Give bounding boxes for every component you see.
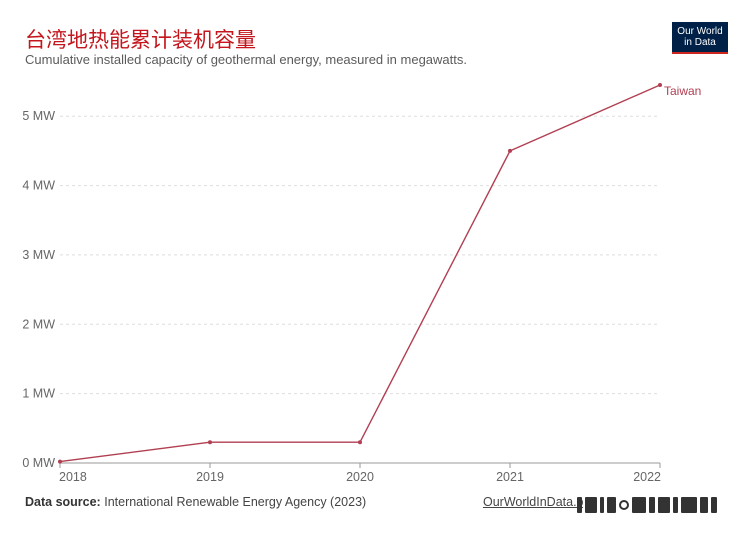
- x-tick-label: 2020: [346, 470, 374, 484]
- data-source-text: International Renewable Energy Agency (2…: [104, 495, 367, 509]
- data-point: [658, 83, 662, 87]
- y-tick-label: 2 MW: [22, 317, 55, 331]
- series-label: Taiwan: [664, 84, 701, 98]
- series-line-taiwan: [59, 84, 661, 463]
- y-tick-label: 4 MW: [22, 179, 55, 193]
- data-point: [508, 148, 512, 153]
- x-tick-label: 2018: [59, 470, 87, 484]
- data-source: Data source: International Renewable Ene…: [25, 495, 366, 509]
- data-point: [208, 440, 212, 445]
- site-link[interactable]: OurWorldInData.org: [483, 495, 583, 509]
- y-tick-label: 1 MW: [22, 387, 55, 401]
- y-tick-label: 3 MW: [22, 248, 55, 262]
- x-tick-label: 2021: [496, 470, 524, 484]
- logo-line-2: in Data: [684, 37, 716, 48]
- y-tick-label: 0 MW: [22, 456, 55, 470]
- x-tick-label: 2022: [633, 470, 661, 484]
- chart-title: 台湾地热能累计装机容量: [25, 28, 256, 52]
- chart-subtitle: Cumulative installed capacity of geother…: [25, 52, 467, 67]
- logo-line-1: Our World: [677, 26, 723, 37]
- data-point: [58, 459, 62, 464]
- x-tick-label: 2019: [196, 470, 224, 484]
- data-source-label: Data source:: [25, 495, 101, 509]
- watermark-icon: [577, 494, 735, 516]
- y-tick-label: 5 MW: [22, 109, 55, 123]
- owid-logo[interactable]: Our World in Data: [672, 22, 728, 54]
- data-point: [358, 440, 362, 445]
